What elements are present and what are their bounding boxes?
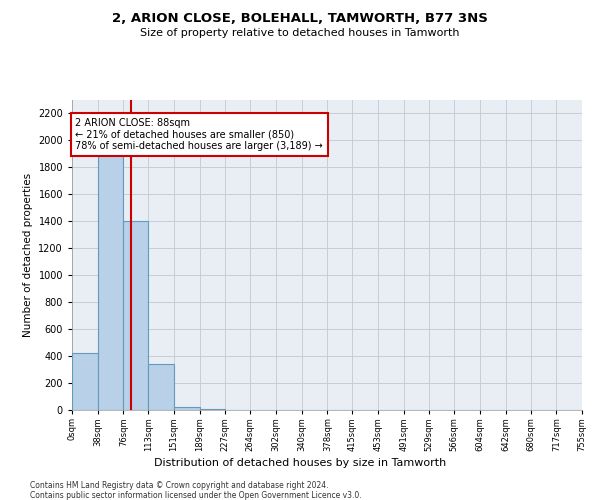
Bar (124, 222, 148, 410)
Bar (98, 127, 124, 410)
Text: 2, ARION CLOSE, BOLEHALL, TAMWORTH, B77 3NS: 2, ARION CLOSE, BOLEHALL, TAMWORTH, B77 … (112, 12, 488, 26)
Bar (148, 364, 174, 410)
Bar (72, 354, 98, 410)
Text: Contains public sector information licensed under the Open Government Licence v3: Contains public sector information licen… (30, 491, 362, 500)
Text: Contains HM Land Registry data © Crown copyright and database right 2024.: Contains HM Land Registry data © Crown c… (30, 481, 329, 490)
Text: Size of property relative to detached houses in Tamworth: Size of property relative to detached ho… (140, 28, 460, 38)
Bar (174, 406, 200, 410)
Text: Distribution of detached houses by size in Tamworth: Distribution of detached houses by size … (154, 458, 446, 468)
Y-axis label: Number of detached properties: Number of detached properties (23, 173, 32, 337)
Text: 2 ARION CLOSE: 88sqm
← 21% of detached houses are smaller (850)
78% of semi-deta: 2 ARION CLOSE: 88sqm ← 21% of detached h… (76, 118, 323, 150)
